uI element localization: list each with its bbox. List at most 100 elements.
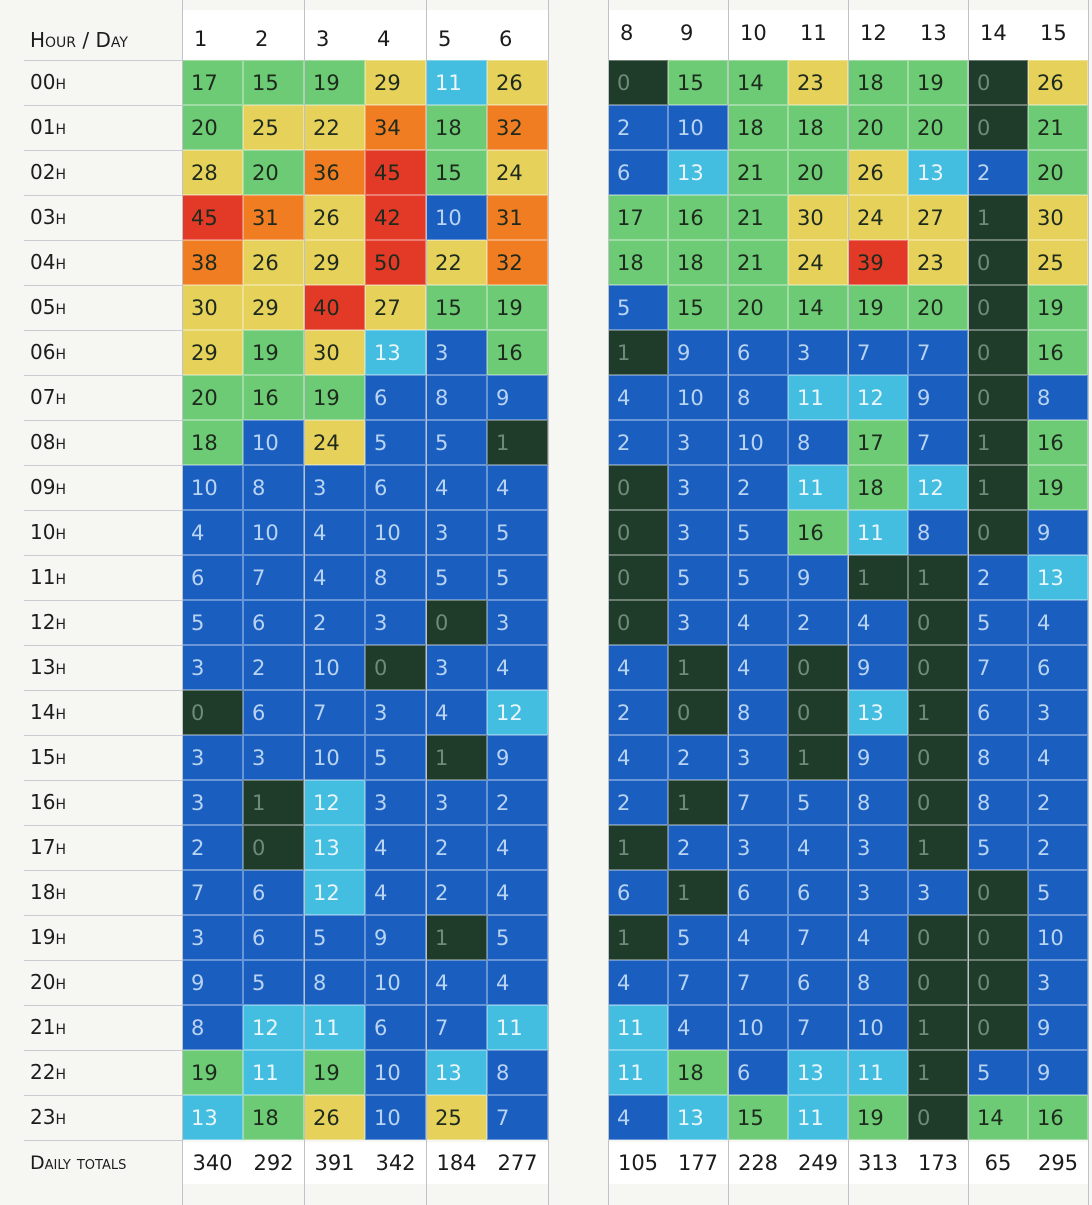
- heatmap-cell: 6: [728, 870, 788, 915]
- heatmap-cell: 10: [728, 420, 788, 465]
- hour-label: 14h: [30, 700, 66, 724]
- heatmap-cell: 16: [1028, 330, 1088, 375]
- hour-label: 19h: [30, 925, 66, 949]
- row-divider: [24, 60, 182, 61]
- heatmap-cell: 12: [304, 870, 365, 915]
- day-header: 8: [620, 21, 634, 45]
- heatmap-cell: 3: [426, 510, 487, 555]
- column-divider: [968, 0, 969, 1205]
- heatmap-cell: 12: [848, 375, 908, 420]
- heatmap-cell: 45: [365, 150, 426, 195]
- heatmap-cell: 30: [182, 285, 243, 330]
- heatmap-cell: 3: [182, 645, 243, 690]
- heatmap-cell: 12: [243, 1005, 304, 1050]
- day-header: 3: [316, 27, 330, 51]
- heatmap-cell: 14: [968, 1095, 1028, 1140]
- heatmap-cell: 26: [304, 1095, 365, 1140]
- heatmap-cell: 1: [908, 1050, 968, 1095]
- day-header: 6: [499, 27, 513, 51]
- heatmap-cell: 7: [243, 555, 304, 600]
- hour-label: 22h: [30, 1060, 66, 1084]
- heatmap-cell: 26: [848, 150, 908, 195]
- heatmap-cell: 3: [668, 420, 728, 465]
- heatmap-cell: 15: [426, 150, 487, 195]
- heatmap-cell: 9: [788, 555, 848, 600]
- heatmap-cell: 17: [848, 420, 908, 465]
- heatmap-cell: 20: [788, 150, 848, 195]
- heatmap-cell: 3: [728, 735, 788, 780]
- heatmap-cell: 4: [788, 825, 848, 870]
- heatmap-cell: 2: [968, 555, 1028, 600]
- heatmap-cell: 21: [728, 150, 788, 195]
- heatmap-cell: 1: [848, 555, 908, 600]
- heatmap-cell: 4: [1028, 600, 1088, 645]
- heatmap-cell: 8: [243, 465, 304, 510]
- heatmap-cell: 1: [908, 1005, 968, 1050]
- row-divider: [24, 555, 182, 556]
- heatmap-cell: 11: [243, 1050, 304, 1095]
- heatmap-cell: 1: [608, 825, 668, 870]
- row-divider: [24, 465, 182, 466]
- heatmap-cell: 2: [1028, 780, 1088, 825]
- heatmap-cell: 10: [426, 195, 487, 240]
- heatmap-cell: 13: [304, 825, 365, 870]
- heatmap-cell: 0: [182, 690, 243, 735]
- heatmap-cell: 11: [426, 60, 487, 105]
- heatmap-cell: 2: [608, 420, 668, 465]
- heatmap-cell: 3: [848, 825, 908, 870]
- column-divider: [1088, 0, 1089, 1205]
- heatmap-cell: 1: [968, 465, 1028, 510]
- heatmap-cell: 11: [304, 1005, 365, 1050]
- heatmap-cell: 15: [668, 285, 728, 330]
- heatmap-cell: 5: [487, 555, 548, 600]
- heatmap-cell: 8: [487, 1050, 548, 1095]
- heatmap-cell: 1: [426, 735, 487, 780]
- daily-total: 184: [436, 1151, 477, 1175]
- hour-label: 00h: [30, 70, 66, 94]
- day-header: 12: [860, 21, 887, 45]
- heatmap-cell: 6: [788, 960, 848, 1005]
- heatmap-cell: 24: [487, 150, 548, 195]
- heatmap-cell: 4: [608, 735, 668, 780]
- heatmap-cell: 6: [365, 375, 426, 420]
- heatmap-cell: 5: [968, 600, 1028, 645]
- heatmap-cell: 7: [788, 915, 848, 960]
- heatmap-cell: 5: [426, 555, 487, 600]
- heatmap-cell: 6: [728, 1050, 788, 1095]
- heatmap-cell: 17: [608, 195, 668, 240]
- heatmap-cell: 11: [848, 510, 908, 555]
- heatmap-cell: 13: [908, 150, 968, 195]
- daily-total: 313: [857, 1151, 899, 1175]
- heatmap-cell: 19: [1028, 285, 1088, 330]
- heatmap-cell: 10: [728, 1005, 788, 1050]
- heatmap-cell: 0: [788, 690, 848, 735]
- heatmap-cell: 7: [848, 330, 908, 375]
- heatmap-cell: 2: [487, 780, 548, 825]
- heatmap-cell: 2: [608, 105, 668, 150]
- heatmap-cell: 1: [968, 420, 1028, 465]
- day-header: 1: [194, 27, 208, 51]
- heatmap-cell: 0: [608, 555, 668, 600]
- heatmap-cell: 13: [365, 330, 426, 375]
- heatmap-cell: 5: [365, 420, 426, 465]
- heatmap-cell: 24: [304, 420, 365, 465]
- heatmap-cell: 3: [1028, 960, 1088, 1005]
- hour-label: 04h: [30, 250, 66, 274]
- heatmap-cell: 21: [728, 240, 788, 285]
- heatmap-cell: 40: [304, 285, 365, 330]
- heatmap-cell: 2: [426, 870, 487, 915]
- heatmap-cell: 19: [304, 1050, 365, 1095]
- heatmap-cell: 0: [968, 960, 1028, 1005]
- heatmap-cell: 25: [1028, 240, 1088, 285]
- heatmap-cell: 10: [304, 645, 365, 690]
- heatmap-cell: 25: [243, 105, 304, 150]
- heatmap-cell: 6: [182, 555, 243, 600]
- column-divider: [304, 0, 305, 1205]
- row-divider: [24, 1140, 182, 1141]
- heatmap-cell: 42: [365, 195, 426, 240]
- daily-total: 177: [677, 1151, 719, 1175]
- column-divider: [182, 0, 183, 1205]
- heatmap-cell: 10: [304, 735, 365, 780]
- heatmap-cell: 8: [304, 960, 365, 1005]
- heatmap-cell: 3: [908, 870, 968, 915]
